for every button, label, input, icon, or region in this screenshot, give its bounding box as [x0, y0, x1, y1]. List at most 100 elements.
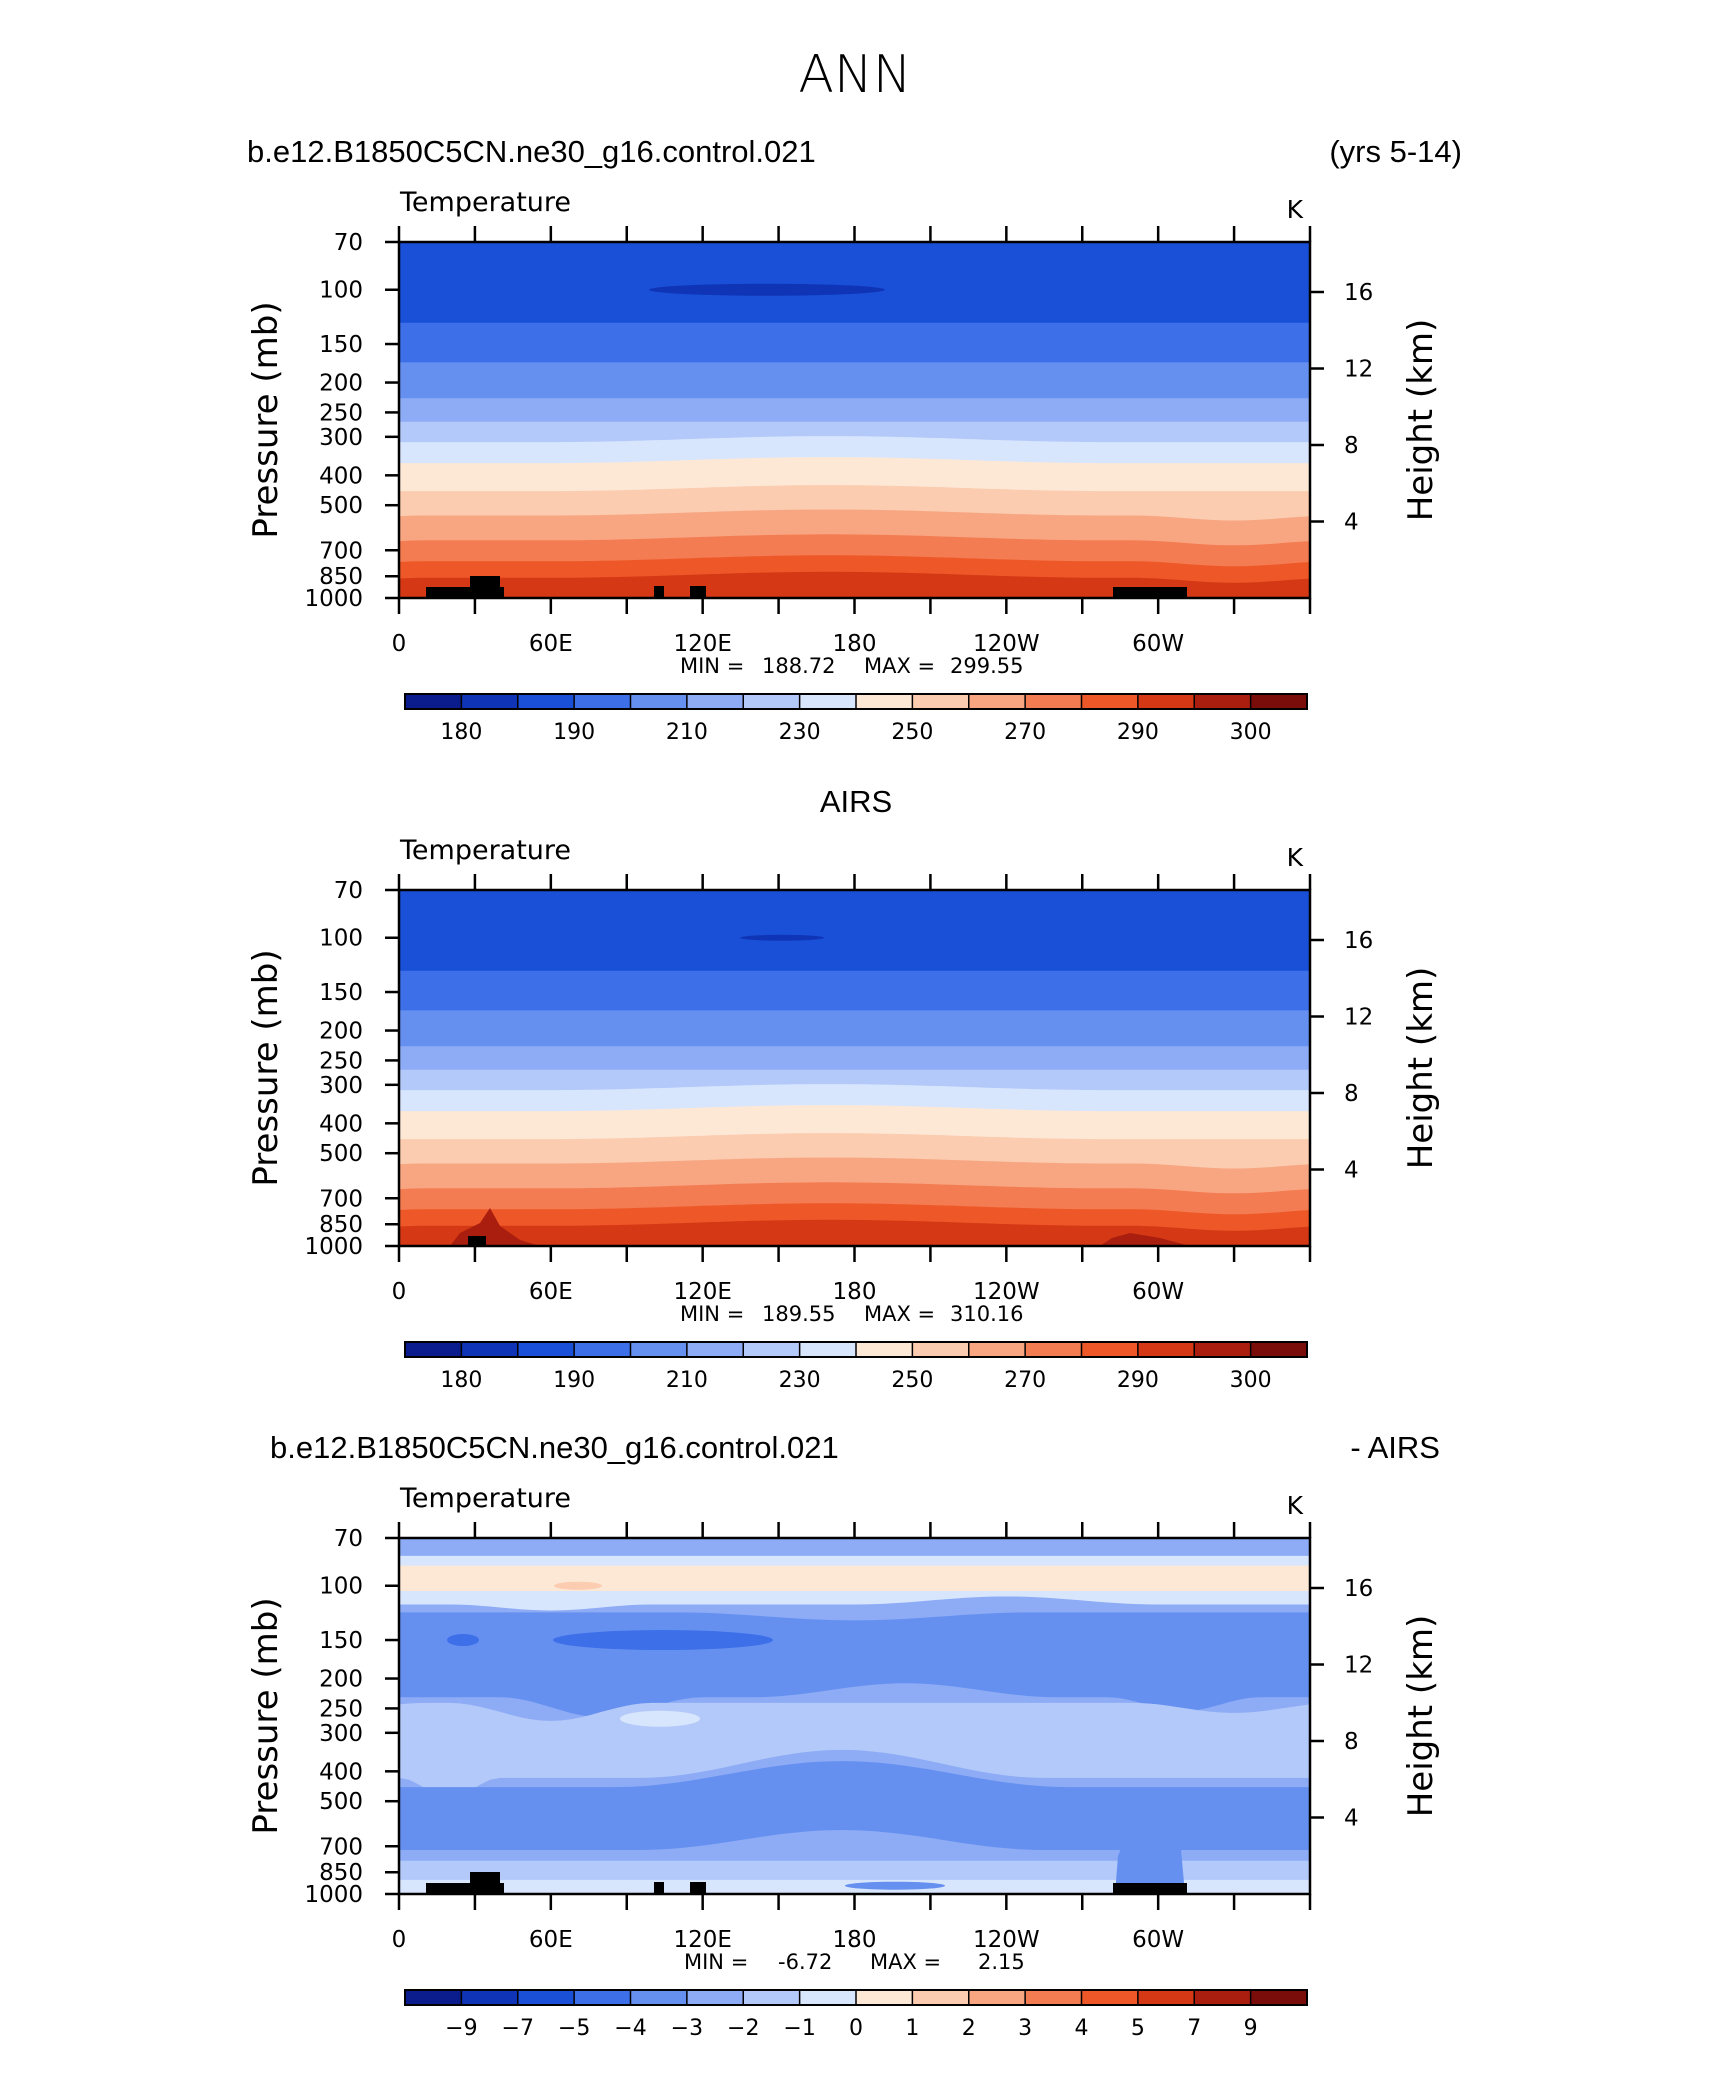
min-max-readout: MIN = -6.72 MAX = 2.15	[684, 1950, 1025, 1974]
colorbar-swatch	[630, 1342, 688, 1357]
height-axis: 16 12 8 4	[1310, 280, 1373, 536]
topography-mask	[470, 576, 500, 598]
colorbar-label: 1	[905, 2016, 919, 2041]
pressure-tick-label: 200	[319, 1019, 363, 1045]
colorbar-swatch	[686, 1990, 744, 2005]
colorbar-swatch	[1025, 694, 1082, 709]
contour-minimum	[447, 1634, 479, 1647]
pressure-tick-label: 1000	[304, 586, 363, 612]
topography-mask	[690, 1882, 706, 1894]
colorbar-swatch	[1137, 694, 1195, 709]
colorbar-swatch	[574, 1342, 631, 1357]
colorbar-label: 0	[849, 2016, 863, 2041]
contour-minimum	[649, 283, 885, 296]
pressure-tick-label: 200	[319, 371, 363, 397]
longitude-tick-label: 60E	[529, 1279, 573, 1305]
colorbar-swatch	[1137, 1990, 1195, 2005]
y-axis-label: Pressure (mb)	[246, 301, 286, 538]
colorbar: 180 190 210 230 250 270 290 300	[404, 693, 1308, 745]
colorbar-label: 7	[1187, 2016, 1201, 2041]
topography-mask	[654, 1882, 664, 1894]
colorbar-swatch	[1194, 1990, 1252, 2005]
height-tick-label: 16	[1344, 928, 1373, 954]
colorbar-label: −9	[445, 2016, 477, 2041]
colorbar-label: 270	[1004, 1368, 1046, 1393]
longitude-tick-label: 60E	[529, 631, 573, 657]
colorbar-label: −3	[671, 2016, 703, 2041]
colorbar-swatch	[743, 694, 801, 709]
longitude-tick-label: 120E	[673, 1279, 731, 1305]
pressure-tick-label: 250	[319, 1048, 363, 1074]
colorbar-swatch	[630, 1990, 688, 2005]
pressure-tick-label: 70	[334, 1526, 363, 1552]
contour-minimum	[553, 1630, 773, 1651]
topography-mask	[426, 587, 504, 598]
pressure-tick-label: 300	[319, 425, 363, 451]
colorbar-swatch	[1081, 1342, 1139, 1357]
colorbar-swatch	[799, 1990, 857, 2005]
colorbar-label: −1	[783, 2016, 815, 2041]
colorbar: −9 −7 −5 −4 −3 −2 −1 0 1 2 3 4 5 7 9	[404, 1989, 1308, 2041]
contour-band	[399, 1702, 1310, 1798]
panel-left-title: b.e12.B1850C5CN.ne30_g16.control.021	[270, 1430, 839, 1465]
units-label: K	[1287, 843, 1304, 872]
colorbar-label: 2	[962, 2016, 976, 2041]
pressure-tick-label: 100	[319, 278, 363, 304]
pressure-tick-label: 100	[319, 1574, 363, 1600]
colorbar-label: 190	[553, 1368, 595, 1393]
colorbar-swatch	[856, 694, 913, 709]
min-label: MIN =	[680, 1302, 744, 1326]
pressure-tick-label: 850	[319, 1212, 363, 1238]
colorbar-swatch	[1194, 694, 1252, 709]
pressure-tick-label: 300	[319, 1721, 363, 1747]
colorbar-label: 180	[440, 1368, 482, 1393]
colorbar-label: 230	[779, 1368, 821, 1393]
colorbar-label: −4	[614, 2016, 646, 2041]
longitude-tick-label: 180	[833, 1927, 877, 1953]
colorbar-swatch	[743, 1990, 801, 2005]
min-max-readout: MIN = 188.72 MAX = 299.55	[680, 654, 1023, 678]
colorbar-swatch	[799, 1342, 857, 1357]
colorbar-swatch	[1081, 694, 1139, 709]
height-tick-label: 12	[1344, 1653, 1373, 1679]
colorbar-swatch	[630, 694, 688, 709]
max-label: MAX =	[864, 654, 935, 678]
colorbar-swatch	[968, 694, 1026, 709]
panel-model: b.e12.B1850C5CN.ne30_g16.control.021 (yr…	[246, 134, 1462, 745]
colorbar-label: −2	[727, 2016, 759, 2041]
max-label: MAX =	[870, 1950, 941, 1974]
pressure-tick-label: 400	[319, 463, 363, 489]
max-value: 2.15	[978, 1950, 1025, 1974]
height-tick-label: 12	[1344, 357, 1373, 383]
colorbar: 180 190 210 230 250 270 290 300	[404, 1341, 1308, 1393]
colorbar-label: 290	[1117, 1368, 1159, 1393]
colorbar-swatch	[405, 1342, 462, 1357]
longitude-tick-label: 0	[392, 631, 407, 657]
colorbar-swatch	[517, 1342, 575, 1357]
longitude-tick-label: 0	[392, 1927, 407, 1953]
colorbar-frame	[404, 1341, 1308, 1358]
height-tick-label: 4	[1344, 1158, 1359, 1184]
panel-obs: AIRS Temperature K 701001502002503004005…	[246, 784, 1441, 1393]
height-tick-label: 8	[1344, 433, 1359, 459]
panel-right-title: (yrs 5-14)	[1329, 134, 1462, 169]
colorbar-swatch	[968, 1342, 1026, 1357]
y2-axis-label: Height (km)	[1401, 967, 1441, 1170]
colorbar-swatch	[574, 1990, 631, 2005]
height-tick-label: 16	[1344, 280, 1373, 306]
longitude-axis: 0 60E 120E 180 120W 60W	[392, 1522, 1312, 1953]
colorbar-swatch	[1137, 1342, 1195, 1357]
colorbar-label: 300	[1230, 720, 1272, 745]
variable-label: Temperature	[399, 835, 571, 866]
topography-mask	[1113, 587, 1187, 598]
contour-band	[620, 1710, 700, 1727]
contour-band	[1115, 1816, 1185, 1894]
colorbar-swatch	[743, 1342, 801, 1357]
pressure-tick-label: 850	[319, 1860, 363, 1886]
max-value: 299.55	[950, 654, 1023, 678]
longitude-tick-label: 120E	[673, 631, 731, 657]
min-label: MIN =	[680, 654, 744, 678]
